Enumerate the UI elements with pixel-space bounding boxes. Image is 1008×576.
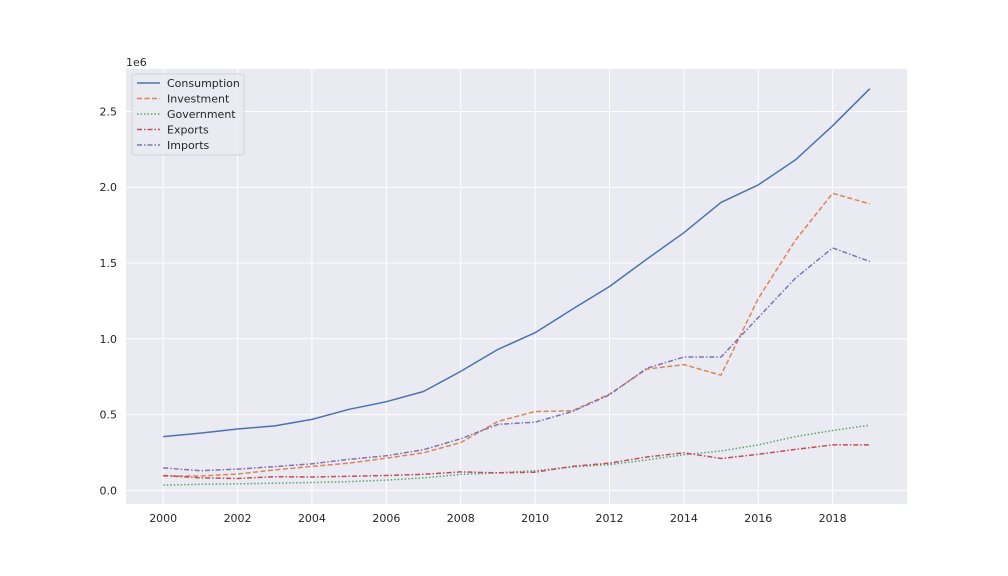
series-line-exports	[163, 444, 870, 480]
y-tick-label: 0.0	[100, 484, 118, 497]
legend-label-government: Government	[167, 108, 236, 121]
legend-label-imports: Imports	[167, 139, 210, 152]
series-line-consumption	[163, 88, 871, 438]
y-axis: 0.0 0.5 1.0 1.5 2.0 2.5	[100, 105, 118, 497]
x-tick-label: 2010	[521, 512, 549, 525]
x-tick-label: 2006	[372, 512, 400, 525]
x-tick-label: 2016	[744, 512, 772, 525]
plot-background	[126, 69, 907, 504]
x-tick-label: 2012	[595, 512, 623, 525]
series-line-investment	[163, 192, 871, 477]
y-tick-label: 1.0	[100, 333, 118, 346]
legend-frame	[131, 73, 245, 156]
y-axis-offset-label: 1e6	[126, 56, 147, 69]
x-tick-label: 2000	[149, 512, 177, 525]
series-lines	[163, 88, 871, 486]
legend-label-investment: Investment	[167, 93, 230, 106]
y-tick-label: 2.0	[100, 181, 118, 194]
y-tick-label: 0.5	[100, 409, 118, 422]
legend-label-exports: Exports	[167, 124, 209, 137]
x-tick-label: 2008	[447, 512, 475, 525]
x-tick-label: 2018	[819, 512, 847, 525]
legend: Consumption Investment Government Exports Im…	[131, 73, 245, 156]
grid-lines	[126, 69, 907, 504]
y-tick-label: 1.5	[100, 257, 118, 270]
y-tick-label: 2.5	[100, 105, 118, 118]
series-line-imports	[163, 247, 871, 472]
legend-label-consumption: Consumption	[167, 77, 240, 90]
x-tick-label: 2002	[224, 512, 252, 525]
x-tick-label: 2014	[670, 512, 698, 525]
x-axis: 2000 2002 2004 2006 2008 2010 2012 2014 2016 2018	[149, 512, 846, 525]
x-tick-label: 2004	[298, 512, 326, 525]
